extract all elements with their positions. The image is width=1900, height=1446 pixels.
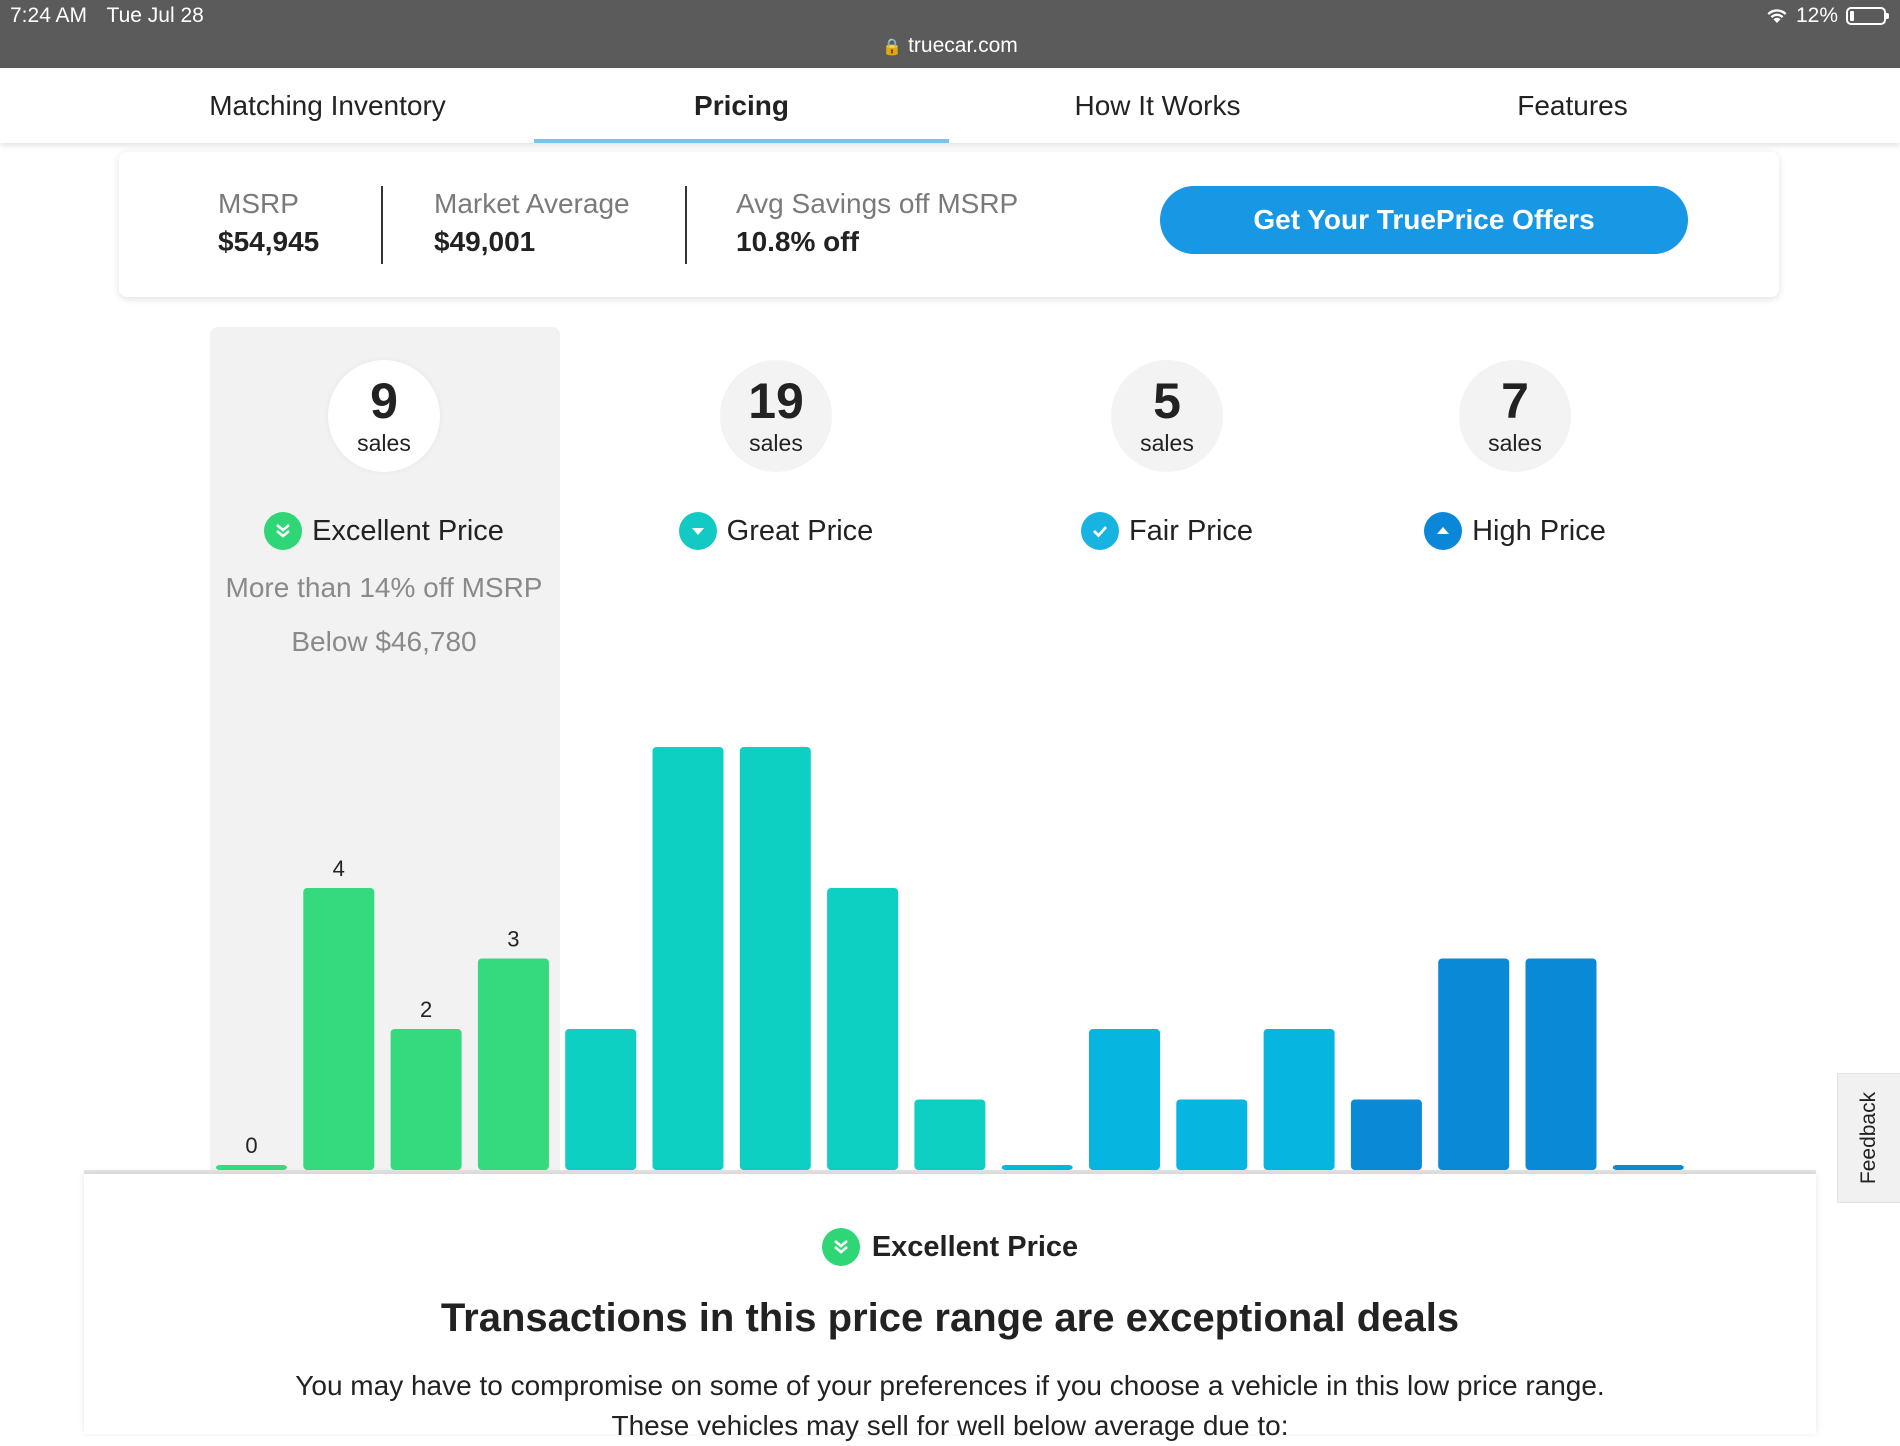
category-name: High Price bbox=[1472, 514, 1606, 547]
category-excellent-price[interactable]: 9 sales Excellent Price More than 14% of… bbox=[204, 360, 564, 658]
chart-bar[interactable] bbox=[739, 747, 811, 1170]
market-average-stat: Market Average $49,001 bbox=[434, 188, 630, 258]
tab-features[interactable]: Features bbox=[1517, 90, 1628, 121]
bar-value-label: 4 bbox=[333, 856, 345, 881]
sales-label: sales bbox=[749, 429, 803, 456]
chart-bar[interactable] bbox=[216, 1165, 287, 1170]
chart-bar[interactable] bbox=[477, 958, 549, 1171]
category-detail-discount: More than 14% off MSRP bbox=[225, 572, 543, 603]
sales-count: 19 bbox=[748, 372, 804, 429]
chart-bar[interactable] bbox=[1438, 958, 1510, 1171]
tab-how-it-works[interactable]: How It Works bbox=[1074, 90, 1241, 121]
double-chevron-down-icon bbox=[264, 512, 303, 550]
chart-bar[interactable] bbox=[914, 1099, 986, 1171]
category-title: Great Price bbox=[596, 512, 956, 550]
price-range-detail-panel: Excellent Price Transactions in this pri… bbox=[84, 1174, 1816, 1441]
category-name: Fair Price bbox=[1128, 514, 1254, 547]
chart-bar[interactable] bbox=[1612, 1165, 1684, 1170]
market-average-label: Market Average bbox=[434, 188, 630, 219]
section-tabs: Matching Inventory Pricing How It Works … bbox=[0, 68, 1900, 143]
msrp-value: $54,945 bbox=[218, 226, 320, 257]
feedback-tab[interactable]: Feedback bbox=[1837, 1073, 1900, 1203]
avg-savings-stat: Avg Savings off MSRP 10.8% off bbox=[736, 188, 1018, 258]
category-title: Excellent Price bbox=[204, 512, 564, 550]
panel-title-text: Excellent Price bbox=[871, 1230, 1079, 1263]
status-date: Tue Jul 28 bbox=[106, 4, 204, 27]
battery-percent: 12% bbox=[1795, 4, 1838, 27]
tab-pricing[interactable]: Pricing bbox=[534, 68, 949, 143]
category-great-price[interactable]: 19 sales Great Price bbox=[596, 360, 956, 550]
sales-count-circle: 9 sales bbox=[328, 360, 440, 472]
avg-savings-value: 10.8% off bbox=[736, 226, 859, 257]
wifi-icon bbox=[1767, 9, 1787, 23]
status-time: 7:24 AM bbox=[10, 4, 88, 27]
bar-value-label: 3 bbox=[507, 927, 519, 952]
panel-heading: Transactions in this price range are exc… bbox=[440, 1296, 1460, 1340]
chart-bar[interactable] bbox=[303, 888, 375, 1170]
panel-title: Excellent Price bbox=[84, 1228, 1816, 1266]
divider bbox=[685, 186, 687, 264]
chart-bar[interactable] bbox=[1263, 1029, 1335, 1170]
chart-bar[interactable] bbox=[1089, 1029, 1160, 1170]
sales-label: sales bbox=[1140, 429, 1194, 456]
divider bbox=[381, 186, 383, 264]
battery-icon bbox=[1846, 7, 1889, 25]
category-high-price[interactable]: 7 sales High Price bbox=[1335, 360, 1695, 550]
chart-bar[interactable] bbox=[1350, 1099, 1422, 1171]
msrp-stat: MSRP $54,945 bbox=[218, 188, 319, 258]
sales-count-circle: 5 sales bbox=[1111, 360, 1223, 472]
panel-description: You may have to compromise on some of yo… bbox=[295, 1370, 1605, 1441]
category-title: High Price bbox=[1335, 512, 1695, 550]
get-trueprice-offers-button[interactable]: Get Your TruePrice Offers bbox=[1160, 186, 1688, 254]
bar-value-label: 0 bbox=[245, 1133, 257, 1158]
chevron-up-icon bbox=[1424, 512, 1463, 550]
sales-count: 5 bbox=[1153, 372, 1181, 429]
sales-label: sales bbox=[357, 429, 411, 456]
check-icon bbox=[1080, 512, 1119, 550]
chart-bar[interactable] bbox=[390, 1029, 462, 1170]
category-title: Fair Price bbox=[987, 512, 1347, 550]
double-chevron-down-icon bbox=[821, 1228, 860, 1266]
feedback-label: Feedback bbox=[1857, 1091, 1880, 1185]
market-average-value: $49,001 bbox=[434, 226, 536, 257]
url-bar[interactable]: 🔒 truecar.com bbox=[0, 34, 1900, 58]
chart-bar[interactable] bbox=[1001, 1165, 1073, 1170]
price-summary-card: MSRP $54,945 Market Average $49,001 Avg … bbox=[119, 152, 1779, 297]
category-name: Excellent Price bbox=[312, 514, 504, 547]
status-bar-right: 12% bbox=[1766, 4, 1889, 28]
bar-value-label: 2 bbox=[420, 997, 432, 1022]
chevron-down-icon bbox=[678, 512, 717, 550]
url-text: truecar.com bbox=[908, 34, 1018, 57]
category-name: Great Price bbox=[726, 514, 874, 547]
category-fair-price[interactable]: 5 sales Fair Price bbox=[987, 360, 1347, 550]
sales-count-circle: 7 sales bbox=[1459, 360, 1571, 472]
chart-baseline bbox=[84, 1170, 1816, 1174]
chart-bar[interactable] bbox=[652, 747, 724, 1170]
sales-label: sales bbox=[1488, 429, 1542, 456]
chart-bar[interactable] bbox=[1176, 1099, 1248, 1171]
browser-top-bar: 7:24 AM Tue Jul 28 12% 🔒 truecar.com bbox=[0, 0, 1900, 68]
sales-count: 7 bbox=[1501, 372, 1529, 429]
category-detail-price: Below $46,780 bbox=[291, 626, 477, 657]
status-bar-left: 7:24 AM Tue Jul 28 bbox=[10, 4, 218, 28]
chart-bar[interactable] bbox=[827, 888, 899, 1170]
chart-bar[interactable] bbox=[565, 1029, 637, 1170]
sales-count: 9 bbox=[370, 372, 398, 429]
msrp-label: MSRP bbox=[218, 188, 299, 219]
chart-bar[interactable] bbox=[1525, 958, 1597, 1171]
lock-icon: 🔒 bbox=[882, 39, 903, 56]
tab-matching-inventory[interactable]: Matching Inventory bbox=[209, 90, 446, 121]
sales-count-circle: 19 sales bbox=[720, 360, 832, 472]
avg-savings-label: Avg Savings off MSRP bbox=[736, 188, 1019, 219]
